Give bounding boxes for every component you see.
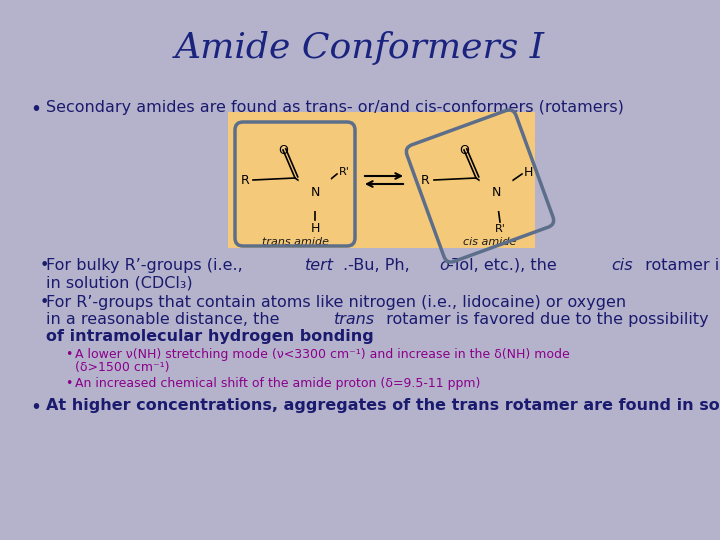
- Text: H: H: [524, 165, 534, 179]
- Text: R': R': [495, 224, 505, 234]
- Text: •: •: [40, 258, 50, 273]
- Text: rotamer is favored due to the possibility: rotamer is favored due to the possibilit…: [382, 312, 709, 327]
- Text: H: H: [310, 222, 320, 235]
- Text: (δ>1500 cm⁻¹): (δ>1500 cm⁻¹): [75, 361, 169, 374]
- Text: R: R: [421, 173, 430, 186]
- FancyBboxPatch shape: [228, 112, 535, 248]
- Text: in a reasonable distance, the: in a reasonable distance, the: [46, 312, 284, 327]
- Text: o: o: [439, 258, 449, 273]
- Text: cis amide: cis amide: [463, 237, 517, 247]
- Text: At higher concentrations, aggregates of the trans rotamer are found in solution.: At higher concentrations, aggregates of …: [46, 398, 720, 413]
- Text: •: •: [40, 295, 50, 310]
- Text: N: N: [491, 186, 500, 199]
- Text: .-Bu, Ph,: .-Bu, Ph,: [343, 258, 415, 273]
- Text: •: •: [65, 348, 73, 361]
- Text: Amide Conformers I: Amide Conformers I: [175, 31, 545, 65]
- Text: For bulky R’-groups (i.e.,: For bulky R’-groups (i.e.,: [46, 258, 248, 273]
- Text: R: R: [240, 173, 249, 186]
- Text: in solution (CDCl₃): in solution (CDCl₃): [46, 275, 193, 291]
- Text: •: •: [30, 398, 41, 417]
- Text: O: O: [278, 144, 288, 157]
- Text: R': R': [339, 167, 350, 177]
- Text: •: •: [30, 100, 41, 119]
- Text: For R’-groups that contain atoms like nitrogen (i.e., lidocaine) or oxygen: For R’-groups that contain atoms like ni…: [46, 295, 626, 310]
- Text: of intramolecular hydrogen bonding: of intramolecular hydrogen bonding: [46, 329, 374, 345]
- Text: •: •: [65, 376, 73, 389]
- Text: A lower ν(NH) stretching mode (ν<3300 cm⁻¹) and increase in the δ(NH) mode: A lower ν(NH) stretching mode (ν<3300 cm…: [75, 348, 570, 361]
- Text: tert: tert: [305, 258, 334, 273]
- Text: An increased chemical shift of the amide proton (δ=9.5-11 ppm): An increased chemical shift of the amide…: [75, 376, 480, 389]
- Text: N: N: [310, 186, 320, 199]
- Text: cis: cis: [611, 258, 633, 273]
- Text: Secondary amides are found as trans- or/and cis-conformers (rotamers): Secondary amides are found as trans- or/…: [46, 100, 624, 115]
- Text: O: O: [459, 144, 469, 157]
- Text: -Tol, etc.), the: -Tol, etc.), the: [449, 258, 562, 273]
- Text: trans: trans: [333, 312, 374, 327]
- Text: trans amide: trans amide: [261, 237, 328, 247]
- Text: rotamer is dominant: rotamer is dominant: [640, 258, 720, 273]
